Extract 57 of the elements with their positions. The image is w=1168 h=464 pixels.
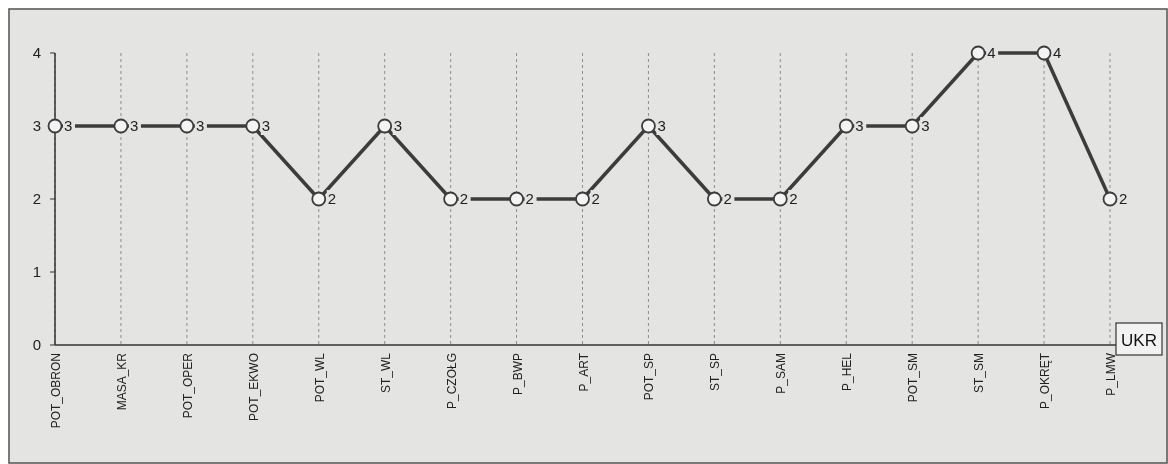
point — [245, 118, 261, 134]
x-tick-label: POT_WL — [312, 352, 327, 403]
x-axis-title: UKR — [1121, 331, 1157, 350]
data-label: 3 — [657, 117, 666, 134]
data-label: 2 — [459, 190, 468, 207]
point — [509, 191, 524, 207]
point — [838, 118, 854, 134]
y-tick-label: 0 — [32, 336, 41, 353]
x-tick-label: P_CZOŁG — [444, 353, 459, 410]
point — [1102, 191, 1118, 207]
data-label: 3 — [921, 117, 930, 134]
x-tick-label: ST_SM — [972, 353, 987, 394]
y-tick-label: 3 — [32, 117, 41, 134]
x-tick-label: P_OKRĘT — [1038, 352, 1053, 410]
x-tick-label: P_BWP — [510, 353, 525, 396]
data-label: 4 — [987, 44, 996, 61]
x-tick-label: POT_OPER — [180, 352, 195, 419]
x-tick-label: POT_SM — [906, 353, 921, 403]
data-label: 3 — [393, 117, 403, 134]
point — [443, 191, 459, 207]
data-label: 2 — [723, 190, 732, 207]
point — [772, 191, 788, 207]
x-tick-label: P_LMW — [1104, 352, 1118, 396]
point — [575, 191, 590, 207]
data-label: 2 — [525, 190, 534, 207]
point — [47, 118, 63, 134]
point — [641, 118, 656, 134]
x-tick-label: ST_SP — [708, 353, 723, 392]
x-tick-label: POT_EKWO — [246, 353, 261, 422]
point — [1036, 45, 1052, 61]
y-tick-label: 4 — [32, 44, 41, 61]
data-label: 2 — [789, 190, 798, 207]
point — [113, 118, 129, 134]
x-tick-label: P_HEL — [840, 352, 855, 392]
y-tick-label: 1 — [32, 263, 41, 280]
point — [706, 191, 722, 207]
data-label: 2 — [1119, 190, 1128, 207]
data-label: 3 — [855, 117, 864, 134]
data-label: 3 — [64, 117, 73, 134]
y-tick-label: 2 — [32, 190, 41, 207]
point — [970, 45, 986, 61]
data-label: 2 — [327, 190, 337, 207]
point — [904, 118, 920, 134]
x-tick-label: MASA_KR — [114, 352, 129, 411]
point — [311, 191, 327, 207]
x-tick-label: P_SAM — [774, 353, 789, 394]
x-tick-label: POT_OBRON — [49, 353, 63, 429]
data-label: 3 — [261, 117, 271, 134]
point — [179, 118, 195, 134]
x-tick-label: POT_SP — [642, 353, 657, 401]
x-tick-label: ST_WL — [378, 352, 393, 394]
data-label: 3 — [129, 117, 139, 134]
data-label: 2 — [591, 190, 600, 207]
point — [377, 118, 393, 134]
data-label: 4 — [1053, 44, 1062, 61]
data-label: 3 — [195, 117, 205, 134]
x-tick-label: P_ART — [576, 352, 591, 392]
